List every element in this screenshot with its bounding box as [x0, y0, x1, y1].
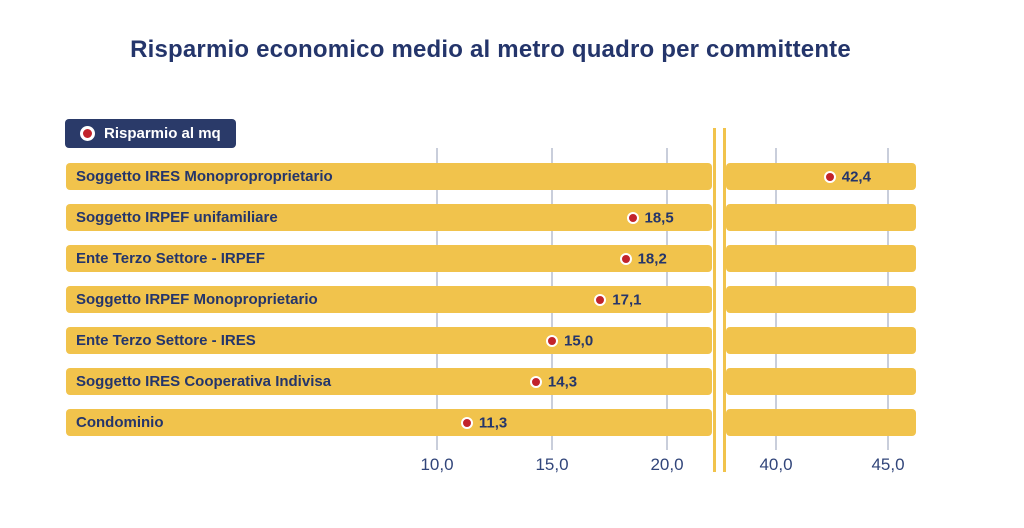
bar-right-segment	[726, 204, 916, 231]
value-marker-icon	[594, 293, 607, 306]
bar-right-segment	[726, 368, 916, 395]
bar-right-segment	[726, 327, 916, 354]
legend-marker-icon	[80, 126, 95, 141]
bar-left-segment	[66, 204, 712, 231]
x-tick-label: 15,0	[535, 455, 569, 474]
value-marker-icon	[619, 252, 632, 265]
bar-category-label: Ente Terzo Settore - IRPEF	[76, 250, 265, 267]
value-label: 42,4	[841, 168, 871, 185]
legend-chip: Risparmio al mq	[65, 119, 236, 148]
x-tick-label: 45,0	[871, 455, 905, 474]
bar-right-segment	[726, 286, 916, 313]
bar-row: Ente Terzo Settore - IRPEF 18,2	[0, 245, 1024, 272]
value-marker-icon	[546, 334, 558, 347]
bar-right-segment	[726, 245, 916, 272]
value-label: 17,1	[612, 291, 642, 308]
value-label: 18,5	[644, 209, 674, 226]
bar-category-label: Soggetto IRPEF Monoproprietario	[76, 291, 318, 308]
bar-right-segment	[726, 409, 916, 436]
bar-right-segment	[726, 163, 916, 190]
value-label: 18,2	[637, 250, 667, 267]
bar-category-label: Soggetto IRES Monoproproprietario	[76, 168, 333, 185]
bar-row: Condominio 11,3	[0, 409, 1024, 436]
bar-row: Soggetto IRPEF unifamiliare 18,5	[0, 204, 1024, 231]
bar-category-label: Soggetto IRES Cooperativa Indivisa	[76, 373, 332, 390]
value-label: 15,0	[564, 332, 594, 349]
value-marker-icon	[823, 170, 836, 183]
value-label: 11,3	[478, 414, 508, 431]
bar-left-segment	[66, 245, 712, 272]
x-tick-label: 40,0	[759, 455, 793, 474]
bar-left-segment	[66, 368, 712, 395]
bar-row: Soggetto IRES Monoproproprietario 42,4	[0, 163, 1024, 190]
value-label: 14,3	[547, 373, 578, 390]
axis-break-line	[713, 128, 716, 472]
value-marker-icon	[626, 211, 639, 224]
bar-category-label: Condominio	[76, 414, 164, 431]
bar-category-label: Soggetto IRPEF unifamiliare	[76, 209, 278, 226]
chart-title: Risparmio economico medio al metro quadr…	[130, 36, 851, 63]
x-tick-label: 20,0	[650, 455, 684, 474]
bar-left-segment	[66, 163, 712, 190]
bar-category-label: Ente Terzo Settore - IRES	[76, 332, 256, 349]
bar-row: Soggetto IRPEF Monoproprietario 17,1	[0, 286, 1024, 313]
bar-row: Ente Terzo Settore - IRES 15,0	[0, 327, 1024, 354]
axis-break-line	[723, 128, 726, 472]
legend-label: Risparmio al mq	[104, 125, 221, 142]
bar-left-segment	[66, 327, 712, 354]
value-marker-icon	[529, 375, 542, 388]
value-marker-icon	[460, 416, 473, 429]
x-tick-label: 10,0	[420, 455, 454, 474]
bar-left-segment	[66, 409, 712, 436]
bar-row: Soggetto IRES Cooperativa Indivisa 14,3	[0, 368, 1024, 395]
